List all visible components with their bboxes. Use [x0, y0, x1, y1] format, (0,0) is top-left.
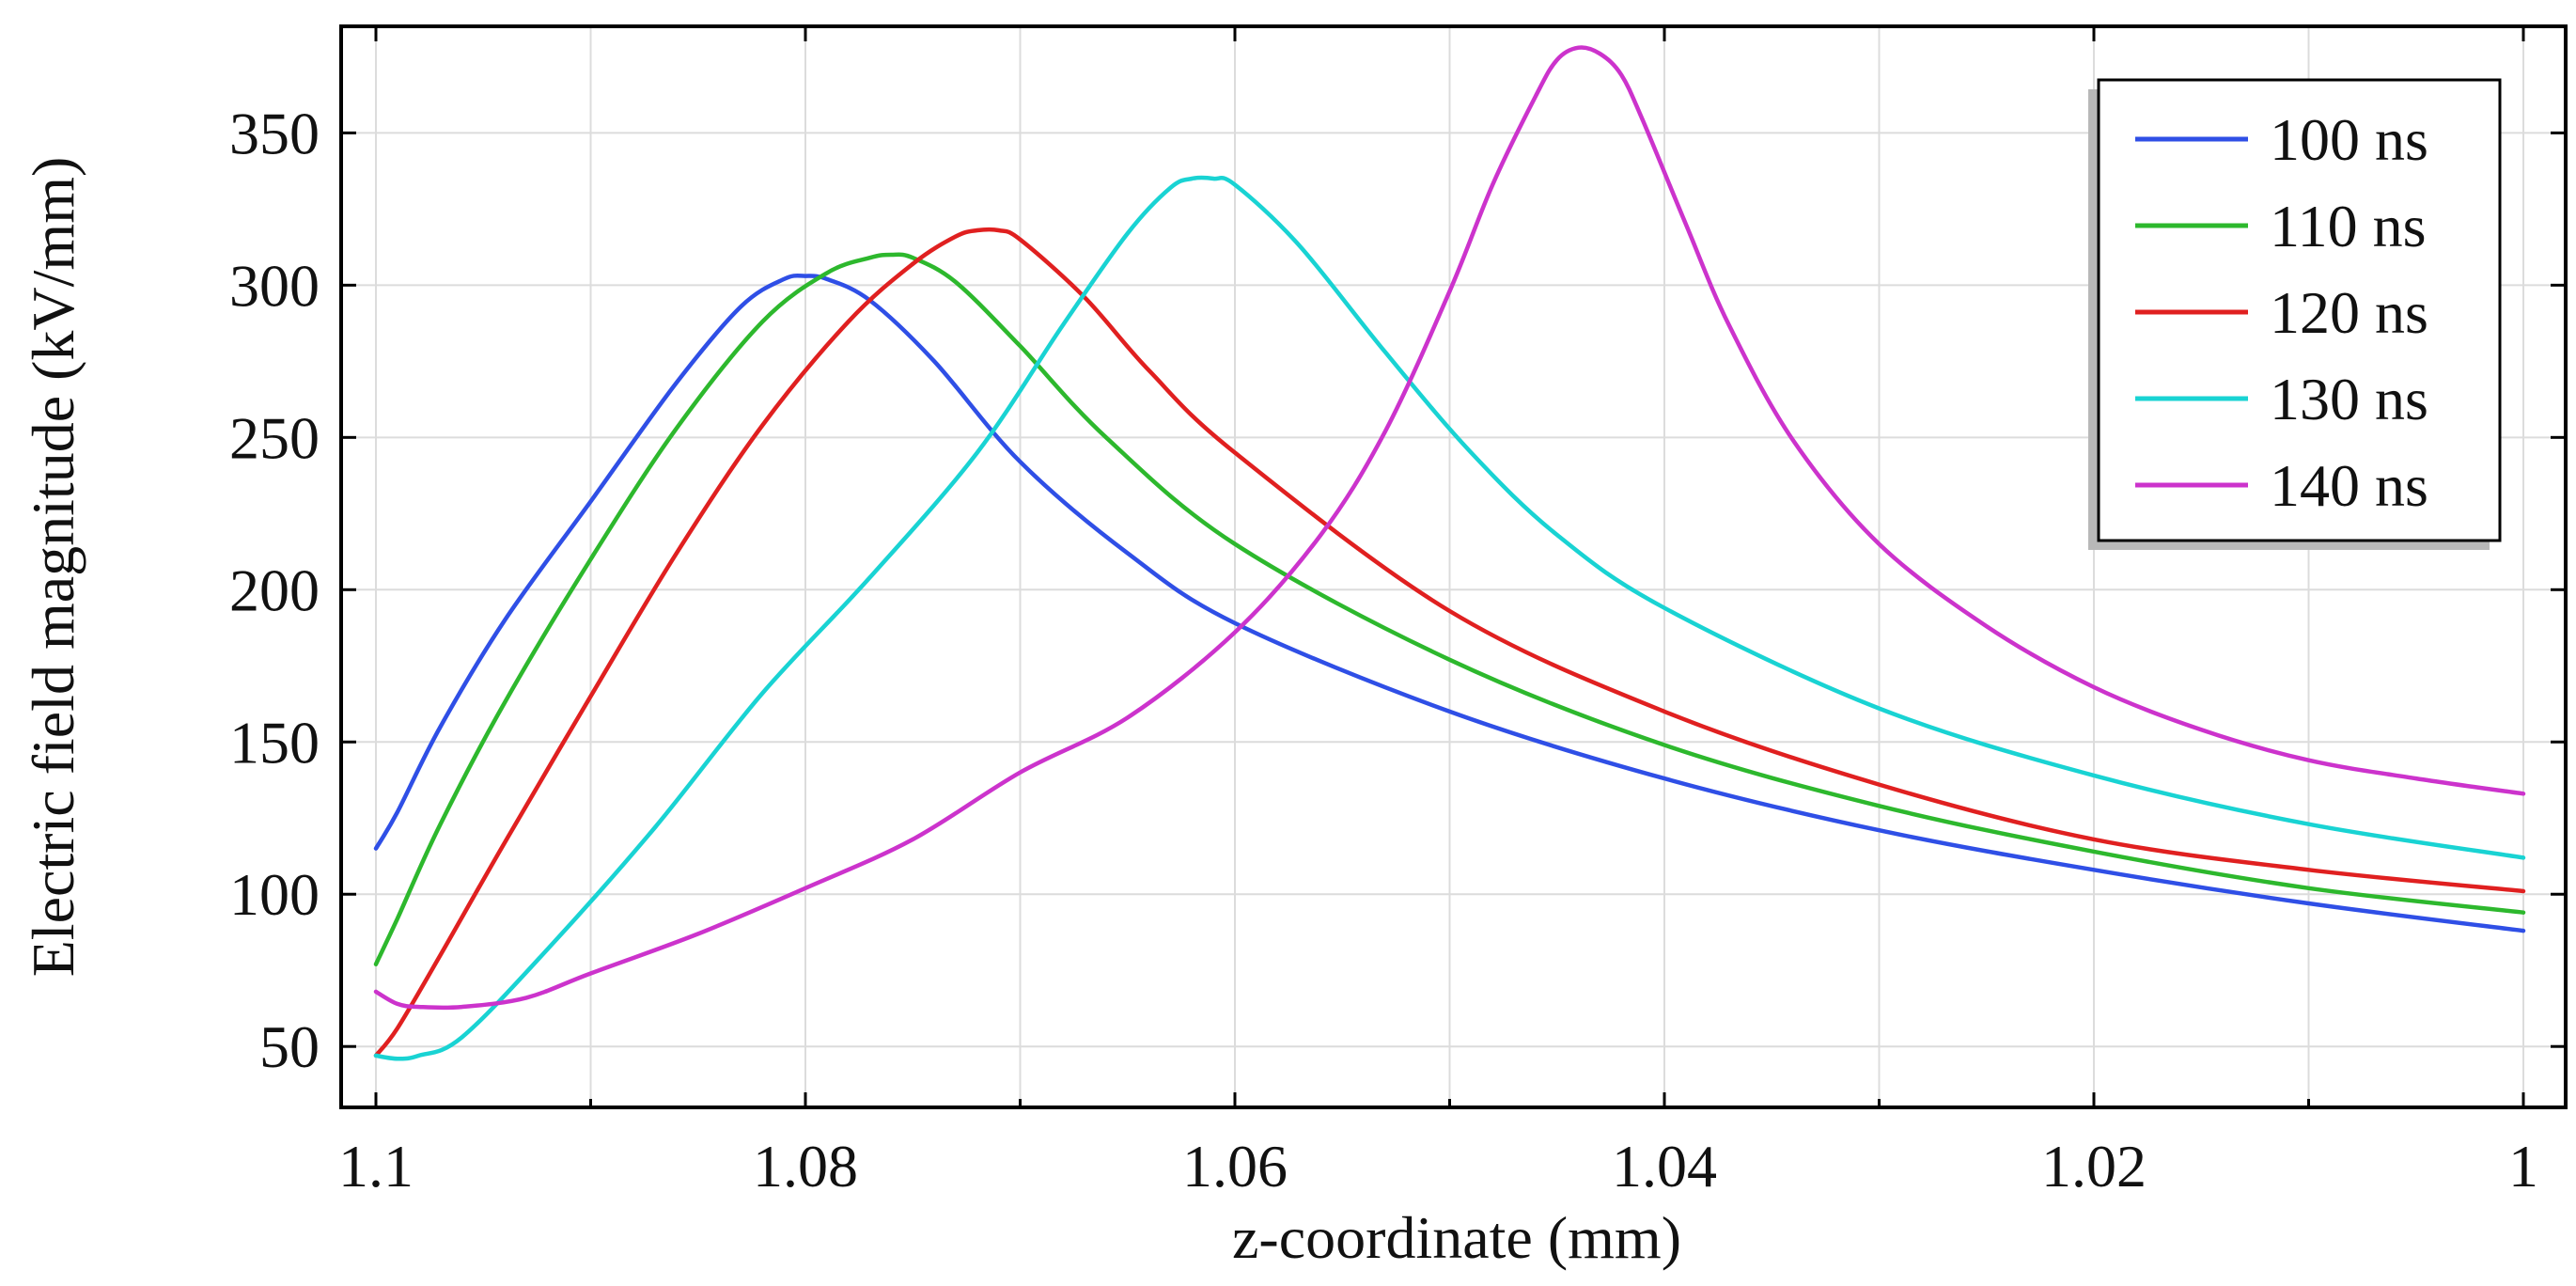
legend-items: 100 ns 110 ns 120 ns 130 ns 140 ns [2135, 106, 2428, 519]
legend: 100 ns 110 ns 120 ns 130 ns 140 ns [2088, 78, 2502, 550]
series-line-110-ns [373, 252, 2526, 966]
series-line-140-ns [373, 45, 2526, 1011]
legend-label: 110 ns [2270, 193, 2427, 259]
y-tick-label: 250 [229, 404, 320, 471]
x-tick-label: 1.02 [2041, 1133, 2147, 1200]
legend-label: 120 ns [2270, 279, 2428, 346]
x-axis-title: z-coordinate (mm) [1232, 1204, 1681, 1271]
legend-label: 130 ns [2270, 366, 2428, 432]
y-tick-label: 350 [229, 100, 320, 166]
x-tick-label: 1.1 [338, 1133, 414, 1200]
y-tick-label: 150 [229, 709, 320, 776]
legend-label: 140 ns [2270, 452, 2428, 519]
gridlines [341, 26, 2566, 1107]
x-tick-label: 1.04 [1612, 1133, 1717, 1200]
y-axis-title: Electric field magnitude (kV/mm) [20, 157, 86, 978]
y-tick-label: 100 [229, 861, 320, 928]
x-tick-labels: 1.1 1.08 1.06 1.04 1.02 1 [338, 1133, 2538, 1200]
series-lines [373, 45, 2526, 1061]
x-tick-label: 1 [2508, 1133, 2538, 1200]
legend-label: 100 ns [2270, 106, 2428, 173]
y-tick-label: 50 [259, 1013, 320, 1080]
x-tick-label: 1.06 [1182, 1133, 1288, 1200]
series-line-120-ns [373, 227, 2526, 1059]
plot-frame [339, 24, 2568, 1109]
axis-ticks [341, 26, 2566, 1107]
y-tick-label: 300 [229, 252, 320, 319]
x-tick-label: 1.08 [753, 1133, 858, 1200]
y-tick-labels: 50 100 150 200 250 300 350 [229, 100, 320, 1080]
y-tick-label: 200 [229, 557, 320, 623]
series-line-130-ns [373, 175, 2526, 1061]
